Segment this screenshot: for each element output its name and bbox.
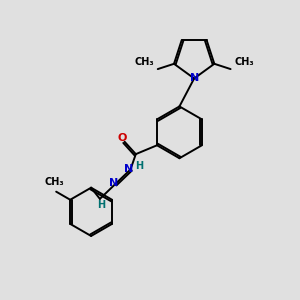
Text: CH₃: CH₃ [135,57,154,67]
Text: CH₃: CH₃ [45,177,64,187]
Text: N: N [124,164,134,174]
Text: H: H [135,161,143,171]
Text: N: N [190,74,199,83]
Text: H: H [97,200,105,210]
Text: CH₃: CH₃ [234,57,254,67]
Text: N: N [109,178,118,188]
Text: O: O [118,133,127,143]
